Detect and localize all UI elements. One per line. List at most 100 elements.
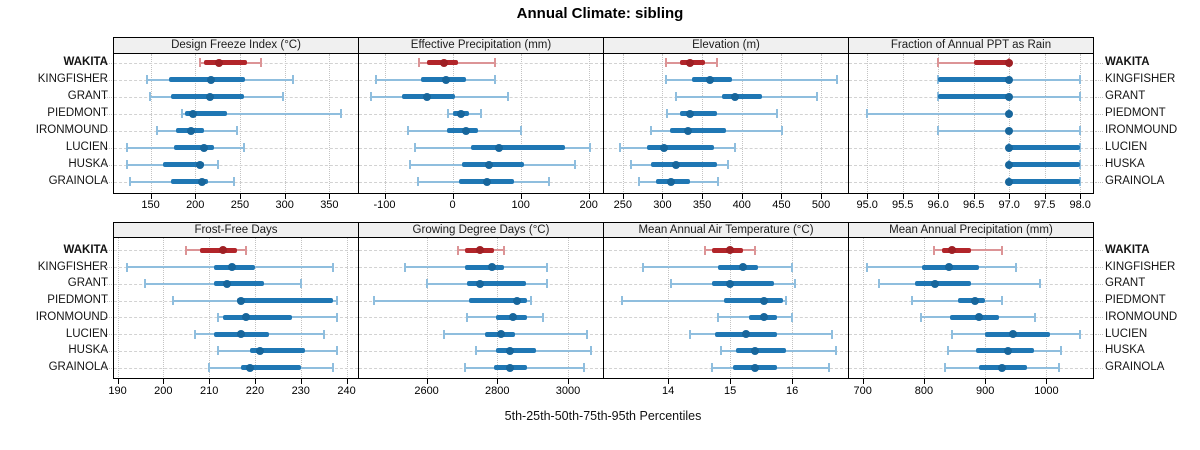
median-dot — [200, 143, 209, 152]
station-label-left: WAKITA — [63, 243, 108, 256]
range-cap-low — [409, 160, 412, 169]
station-label-left: HUSKA — [68, 344, 108, 357]
gridline-vertical — [520, 54, 522, 192]
median-dot — [195, 160, 204, 169]
range-cap-low — [937, 126, 940, 135]
range-cap-high — [232, 177, 235, 186]
range-cap-low — [208, 363, 211, 373]
range-cap-low — [688, 329, 691, 339]
median-dot — [255, 346, 264, 355]
range-cap-low — [865, 262, 868, 272]
panel-header: Frost-Free Days — [113, 222, 359, 238]
station-label-right: GRAINOLA — [1105, 361, 1165, 374]
median-dot — [1005, 177, 1014, 186]
median-dot — [930, 279, 939, 288]
iqr-bar — [679, 111, 718, 116]
median-dot — [947, 246, 956, 255]
median-dot — [246, 363, 255, 372]
guide-stub-right — [1095, 79, 1103, 81]
gridline-horizontal — [849, 164, 1093, 166]
range-cap-high — [589, 346, 592, 356]
range-cap-high — [753, 245, 756, 255]
guide-stub-left — [104, 250, 112, 252]
axis-tick-label: 95.0 — [856, 199, 878, 211]
iqr-bar — [973, 60, 1010, 65]
axis-tick-label: 0 — [449, 199, 456, 211]
range-cap-high — [784, 296, 787, 306]
median-dot — [726, 246, 735, 255]
gridline-vertical — [346, 238, 348, 377]
panel-frame — [113, 237, 359, 379]
guide-stub-right — [1095, 317, 1103, 319]
axis-tick-label: 16 — [786, 385, 799, 397]
median-dot — [660, 143, 669, 152]
median-dot — [228, 263, 237, 272]
median-dot — [686, 58, 695, 67]
range-cap-high — [1057, 363, 1060, 373]
iqr-bar — [723, 298, 783, 304]
range-cap-low — [126, 143, 129, 152]
axis-tick-label: 240 — [337, 385, 356, 397]
axis-tick — [741, 194, 743, 199]
station-label-left: PIEDMONT — [47, 107, 108, 119]
axis-tick-label: 1000 — [1034, 385, 1059, 397]
range-cap-high — [336, 296, 339, 306]
axis-tick-label: 300 — [275, 199, 294, 211]
station-label-left: WAKITA — [63, 56, 108, 68]
gridline-vertical — [239, 54, 241, 192]
axis-tick-label: 220 — [245, 385, 265, 397]
guide-stub-right — [1095, 147, 1103, 149]
axis-tick-label: 95.5 — [891, 199, 914, 211]
axis-tick — [902, 194, 904, 199]
range-cap-low — [126, 160, 129, 169]
gridline-vertical — [329, 54, 331, 192]
median-dot — [494, 143, 503, 152]
range-cap-high — [574, 160, 577, 169]
gridline-vertical — [300, 238, 302, 377]
range-cap-low — [446, 109, 449, 118]
range-cap-low — [719, 346, 722, 356]
range-cap-low — [414, 143, 417, 152]
range-cap-low — [416, 177, 419, 186]
median-dot — [241, 313, 250, 322]
iqr-bar — [465, 264, 505, 270]
guide-stub-right — [1095, 267, 1103, 269]
median-dot — [218, 246, 227, 255]
gridline-horizontal — [114, 164, 358, 166]
axis-tick — [300, 379, 302, 384]
axis-tick-label: 96.0 — [927, 199, 949, 211]
median-dot — [741, 330, 750, 339]
iqr-bar — [1009, 145, 1081, 150]
iqr-bar — [222, 314, 292, 320]
axis-tick — [284, 194, 286, 199]
range-cap-low — [475, 346, 478, 356]
iqr-bar — [213, 281, 265, 287]
gridline-vertical — [668, 238, 670, 377]
range-cap-low — [950, 329, 953, 339]
axis-tick-label: 230 — [291, 385, 310, 397]
range-cap-high — [1039, 279, 1042, 289]
iqr-bar — [241, 365, 301, 371]
median-dot — [683, 126, 692, 135]
median-dot — [456, 109, 465, 118]
iqr-bar — [469, 298, 528, 304]
percentile-range-line — [444, 333, 588, 336]
station-label-left: PIEDMONT — [47, 294, 108, 307]
range-cap-high — [835, 75, 838, 84]
median-dot — [484, 160, 493, 169]
iqr-bar — [173, 145, 215, 150]
range-cap-high — [1014, 262, 1017, 272]
axis-tick — [702, 194, 704, 199]
station-label-right: WAKITA — [1105, 243, 1150, 256]
chart-title: Annual Climate: sibling — [516, 5, 684, 22]
gridline-vertical — [254, 238, 256, 377]
range-cap-low — [933, 245, 936, 255]
gridline-vertical — [662, 54, 664, 192]
range-cap-high — [542, 312, 545, 322]
range-cap-low — [704, 245, 707, 255]
station-label-left: GRANT — [67, 277, 108, 290]
station-label-right: GRANT — [1105, 277, 1146, 290]
axis-tick — [1044, 194, 1046, 199]
range-cap-high — [1034, 312, 1037, 322]
range-cap-low — [372, 296, 375, 306]
